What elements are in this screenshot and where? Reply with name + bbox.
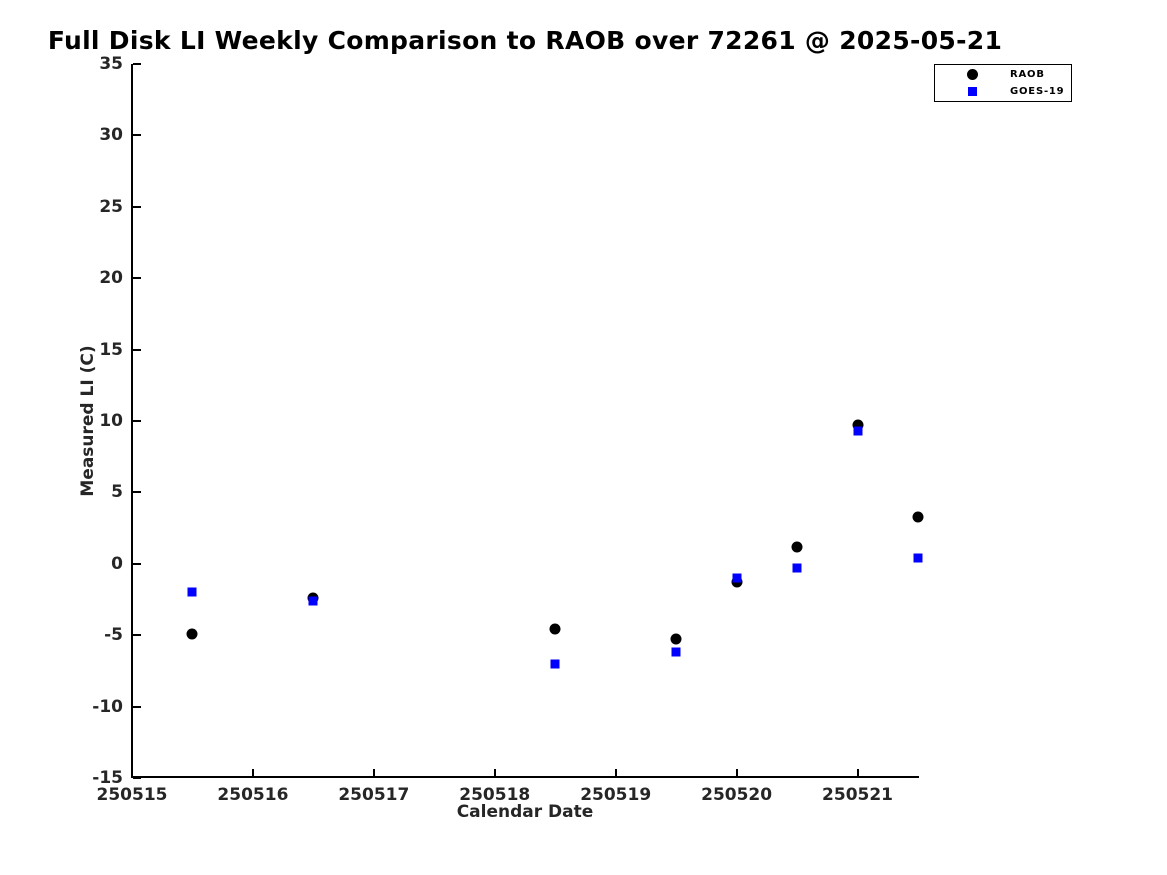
goes19-square-marker-icon [968, 87, 977, 96]
x-tick-label: 250518 [459, 785, 531, 805]
y-tick-label: 0 [111, 553, 123, 574]
y-tick-label: -15 [92, 768, 123, 788]
y-tick-label: 5 [111, 482, 123, 503]
legend-marker-cell [935, 69, 1010, 80]
goes19-data-marker [308, 596, 318, 606]
raob-data-marker [549, 623, 561, 635]
x-tick-label: 250516 [217, 785, 289, 805]
x-tick-label: 250520 [701, 785, 773, 805]
raob-data-marker [912, 511, 924, 523]
legend-item-goes19: GOES-19 [935, 83, 1071, 100]
y-tick-label: -10 [92, 696, 123, 717]
y-axis-line [131, 64, 133, 778]
goes19-data-marker [792, 563, 802, 573]
y-tick-label: 35 [99, 54, 123, 74]
x-tick [856, 769, 859, 776]
goes19-data-marker [671, 647, 681, 657]
goes19-data-marker [732, 573, 742, 583]
raob-data-marker [186, 628, 198, 640]
y-tick [133, 562, 141, 565]
y-tick [133, 420, 141, 422]
legend-label-raob: RAOB [1010, 69, 1045, 80]
y-tick [133, 634, 141, 637]
y-tick [133, 348, 141, 351]
goes19-data-marker [913, 553, 923, 563]
x-tick-label: 250521 [822, 785, 894, 805]
y-tick-label: 20 [99, 268, 123, 289]
goes19-data-marker [550, 659, 560, 669]
raob-data-marker [852, 419, 864, 431]
y-tick-label: 10 [99, 411, 123, 431]
x-axis-line [131, 776, 919, 778]
x-tick [251, 769, 254, 776]
goes19-data-marker [187, 587, 197, 597]
y-tick [133, 205, 141, 208]
x-tick-label: 250515 [96, 785, 168, 805]
legend-item-raob: RAOB [935, 66, 1071, 83]
x-tick-label: 250517 [338, 785, 410, 805]
y-tick-label: 30 [99, 125, 123, 146]
legend: RAOB GOES-19 [934, 64, 1072, 102]
raob-circle-marker-icon [967, 69, 978, 80]
y-tick [133, 63, 141, 65]
x-axis-label: Calendar Date [456, 802, 594, 822]
x-tick [131, 769, 133, 776]
y-tick [133, 491, 141, 494]
legend-label-goes19: GOES-19 [1010, 86, 1065, 97]
x-tick [493, 769, 496, 776]
chart-title: Full Disk LI Weekly Comparison to RAOB o… [47, 26, 1003, 55]
y-tick-label: 25 [99, 196, 123, 217]
y-tick [133, 277, 141, 280]
goes19-data-marker [853, 426, 863, 436]
x-tick [614, 769, 617, 776]
x-tick [372, 769, 375, 776]
y-tick-label: 15 [99, 339, 123, 360]
raob-data-marker [791, 541, 803, 553]
y-tick [133, 134, 141, 137]
raob-data-marker [670, 633, 682, 645]
legend-marker-cell [935, 87, 1010, 96]
y-tick [133, 705, 141, 708]
x-tick-label: 250519 [580, 785, 652, 805]
y-tick [133, 777, 141, 779]
y-tick-label: -5 [104, 625, 123, 646]
x-tick [735, 769, 738, 776]
